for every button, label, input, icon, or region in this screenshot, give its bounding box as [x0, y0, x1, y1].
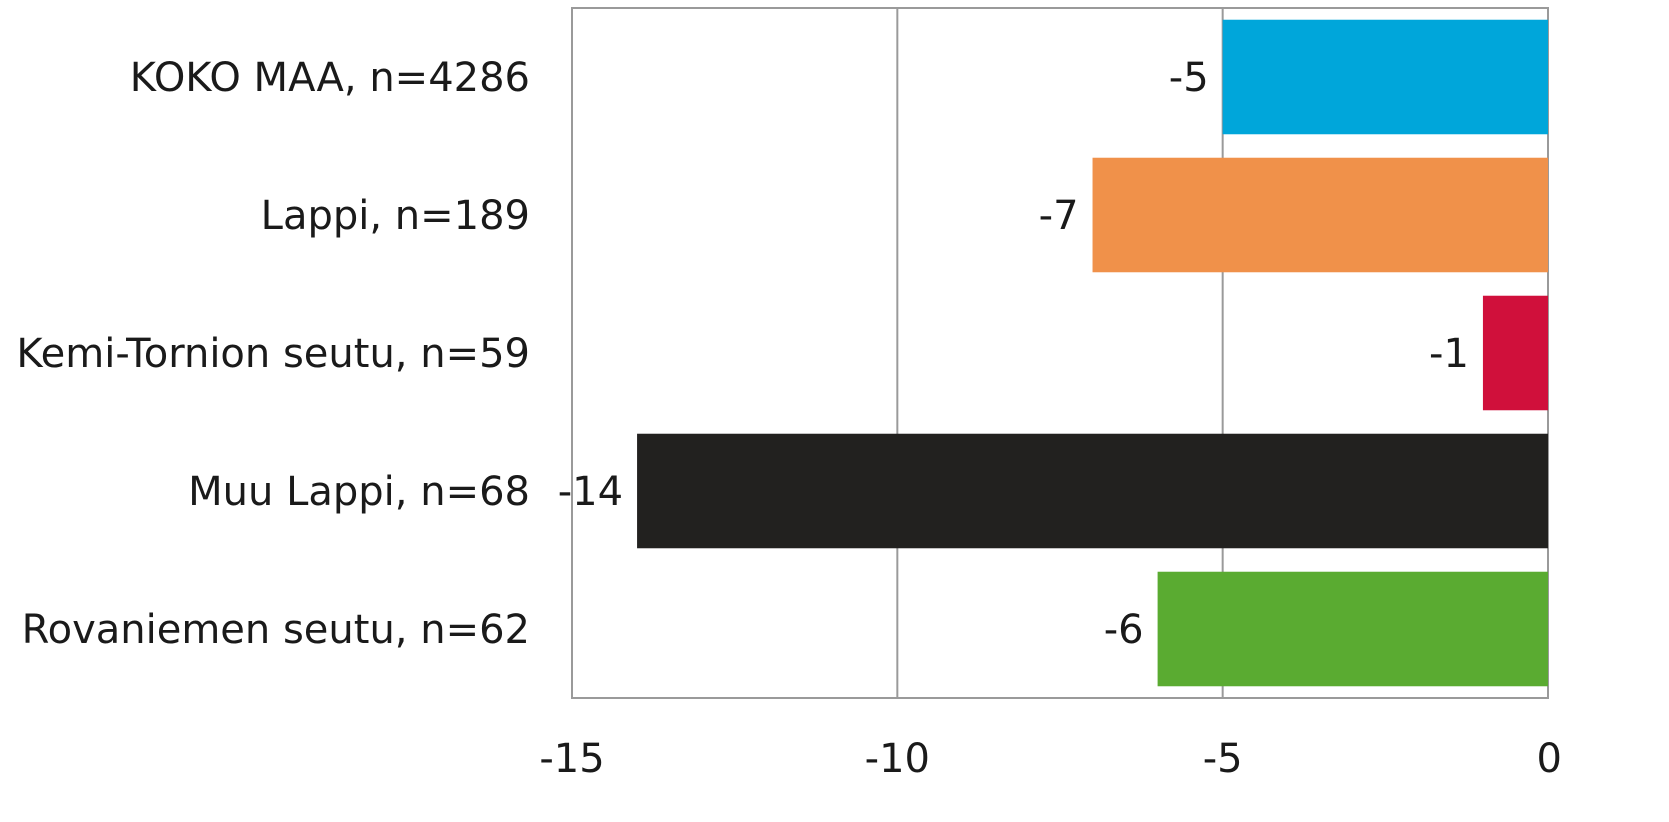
- category-label: Muu Lappi, n=68: [188, 469, 530, 515]
- bar: [1482, 295, 1548, 411]
- bar: [1157, 571, 1548, 687]
- bar: [637, 433, 1548, 549]
- data-label: -5: [1169, 55, 1209, 101]
- data-labels: -5 -7 -1 -14 -6: [558, 55, 1469, 653]
- bars: [637, 19, 1548, 687]
- category-label: KOKO MAA, n=4286: [130, 55, 530, 101]
- x-tick-label: 0: [1537, 736, 1562, 782]
- category-labels: KOKO MAA, n=4286 Lappi, n=189 Kemi-Tornion…: [16, 55, 530, 653]
- category-label: Kemi-Tornion seutu, n=59: [16, 331, 530, 377]
- x-axis-tick-labels: -15 -10 -5 0: [539, 736, 1562, 782]
- data-label: -7: [1039, 193, 1079, 239]
- bar: [1222, 19, 1548, 135]
- data-label: -1: [1429, 331, 1469, 377]
- bar: [1092, 157, 1548, 273]
- x-tick-label: -5: [1203, 736, 1243, 782]
- x-tick-label: -10: [865, 736, 930, 782]
- category-label: Lappi, n=189: [261, 193, 530, 239]
- x-tick-label: -15: [539, 736, 604, 782]
- data-label: -6: [1104, 607, 1144, 653]
- data-label: -14: [558, 469, 623, 515]
- category-label: Rovaniemen seutu, n=62: [22, 607, 530, 653]
